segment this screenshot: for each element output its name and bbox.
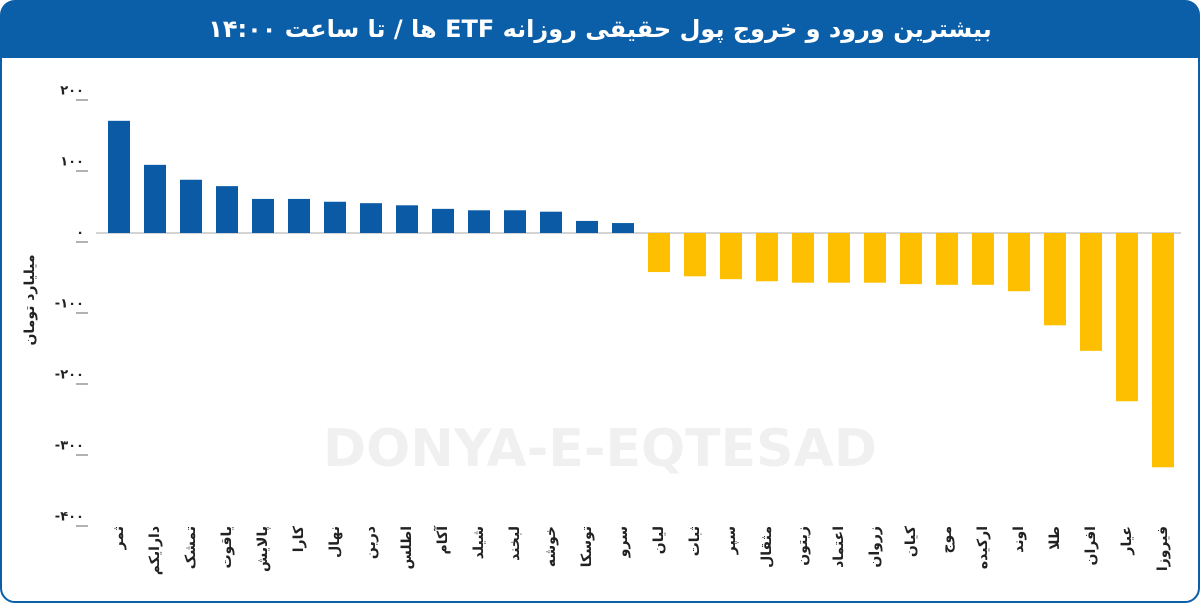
bar: [432, 208, 454, 233]
y-tick-label: -۱۰۰: [55, 297, 84, 312]
x-tick-label: اعتماد: [831, 526, 847, 568]
y-tick-label: -۴۰۰: [55, 510, 84, 525]
x-tick-label: یاقوت: [219, 526, 235, 569]
bar: [504, 210, 526, 233]
bar: [900, 233, 922, 285]
x-tick-label: مثقال: [759, 526, 775, 568]
x-tick-label: اطلس: [399, 526, 415, 570]
bar: [144, 164, 166, 233]
x-tick-label: کیان: [903, 525, 919, 557]
bar: [1152, 233, 1174, 468]
x-tick-label: زروان: [867, 526, 883, 568]
x-tick-label: افران: [1083, 526, 1099, 565]
header-bar: [1, 1, 1199, 58]
bar: [612, 223, 634, 233]
bar: [1080, 233, 1102, 351]
x-tick-label: ارکیده: [975, 526, 991, 569]
bar: [360, 203, 382, 233]
bar: [468, 210, 490, 233]
x-tick-label: کارا: [291, 525, 307, 552]
y-tick-label: ۱۰۰: [60, 155, 84, 170]
watermark: DONYA-E-EQTESAD: [323, 419, 877, 479]
bar: [540, 211, 562, 233]
bar: [972, 233, 994, 285]
y-tick-label: ۰: [76, 226, 84, 241]
x-tick-label: لبخند: [507, 526, 523, 561]
x-tick-label: عیار: [1119, 526, 1135, 556]
x-tick-label: ثبات: [687, 526, 703, 556]
x-tick-label: ثمر: [111, 526, 127, 550]
bar: [288, 198, 310, 233]
y-axis-label: میلیارد تومان: [22, 254, 38, 345]
bar: [828, 233, 850, 283]
bar: [396, 205, 418, 233]
bar: [648, 233, 670, 273]
bar: [180, 179, 202, 233]
bar: [864, 233, 886, 283]
x-tick-label: خوشه: [543, 526, 559, 567]
x-tick-label: سپر: [723, 526, 739, 555]
x-tick-label: زیتون: [795, 526, 811, 566]
bar: [792, 233, 814, 283]
bar: [684, 233, 706, 277]
x-tick-label: پالایش: [255, 526, 271, 572]
bar: [252, 198, 274, 233]
y-tick-label: -۳۰۰: [55, 439, 84, 454]
x-tick-label: دارایکم: [147, 526, 163, 575]
x-tick-label: سرو: [615, 526, 631, 558]
x-tick-label: درین: [363, 526, 379, 559]
bar: [1116, 233, 1138, 402]
x-tick-label: توسکا: [579, 526, 595, 567]
bar: [1008, 233, 1030, 292]
bar: [936, 233, 958, 285]
x-tick-label: فیروزا: [1155, 526, 1171, 571]
bar: [324, 201, 346, 233]
x-tick-label: طلا: [1047, 526, 1063, 550]
x-tick-label: شیلد: [471, 526, 487, 559]
bar: [720, 233, 742, 280]
x-tick-label: نهال: [327, 526, 343, 558]
bar: [108, 120, 130, 233]
bar: [576, 220, 598, 233]
x-tick-label: اوند: [1011, 526, 1027, 553]
bar: [216, 186, 238, 233]
bar: [756, 233, 778, 282]
x-tick-label: موج: [939, 526, 955, 554]
y-tick-label: ۲۰۰: [60, 84, 84, 99]
bar: [1044, 233, 1066, 326]
x-tick-label: تمشک: [183, 526, 199, 569]
x-tick-label: لیان: [651, 526, 667, 554]
x-tick-label: آکام: [433, 525, 451, 555]
y-tick-label: -۲۰۰: [55, 368, 84, 383]
chart-title: بیشترین ورود و خروج پول حقیقی روزانه ETF…: [208, 15, 992, 43]
